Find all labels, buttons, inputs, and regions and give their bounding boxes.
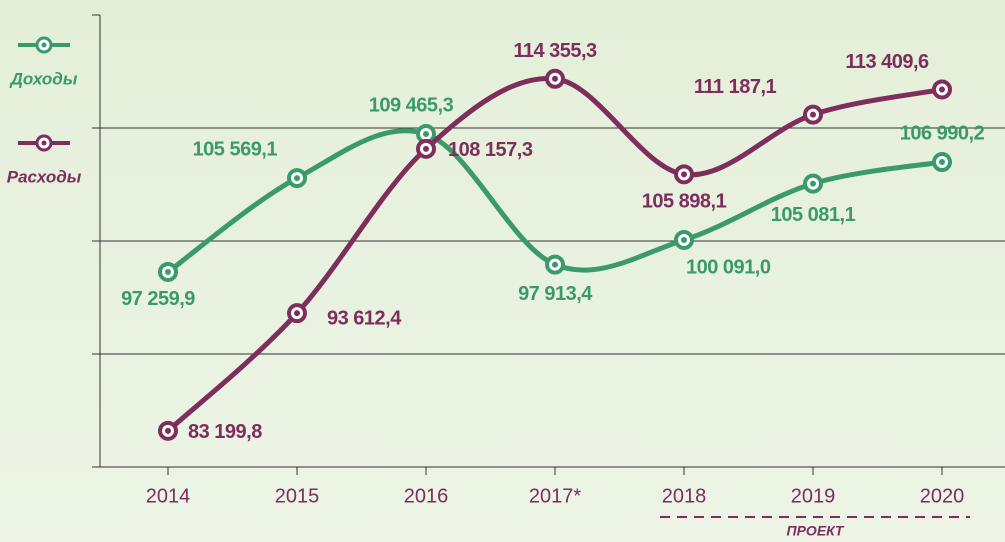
legend-dot bbox=[41, 42, 47, 48]
value-label: 83 199,8 bbox=[188, 421, 262, 443]
point-dot bbox=[939, 86, 945, 93]
point-dot bbox=[939, 159, 945, 166]
point-dot bbox=[681, 171, 687, 178]
x-tick-label: 2017* bbox=[529, 485, 581, 507]
value-label: 111 187,1 bbox=[694, 76, 777, 98]
value-label: 105 569,1 bbox=[193, 138, 278, 160]
series-line bbox=[166, 128, 943, 274]
value-label: 114 355,3 bbox=[513, 40, 597, 62]
point-dot bbox=[294, 310, 300, 317]
point-dot bbox=[552, 75, 558, 82]
x-tick-label: 2020 bbox=[920, 485, 965, 507]
legend-label: Доходы bbox=[9, 69, 78, 88]
point-dot bbox=[681, 236, 687, 243]
value-label: 113 409,6 bbox=[845, 51, 929, 73]
value-label: 93 612,4 bbox=[327, 307, 402, 329]
value-label: 109 465,3 bbox=[369, 94, 454, 116]
value-label: 97 259,9 bbox=[121, 288, 195, 310]
annotation: ПРОЕКТ bbox=[787, 523, 845, 539]
x-tick-label: 2016 bbox=[404, 485, 449, 507]
value-label: 105 081,1 bbox=[771, 204, 856, 226]
x-tick-label: 2015 bbox=[275, 485, 320, 507]
value-label: 105 898,1 bbox=[642, 191, 727, 213]
value-label: 100 091,0 bbox=[686, 256, 771, 278]
value-label: 106 990,2 bbox=[900, 122, 985, 144]
point-dot bbox=[810, 180, 816, 187]
point-dot bbox=[294, 175, 300, 182]
legend-label: Расходы bbox=[7, 167, 82, 186]
point-dot bbox=[165, 268, 171, 275]
value-label: 97 913,4 bbox=[518, 283, 593, 305]
point-dot bbox=[423, 131, 429, 138]
point-dot bbox=[552, 261, 558, 268]
value-label: 108 157,3 bbox=[448, 139, 533, 161]
point-dot bbox=[810, 111, 816, 118]
legend-dot bbox=[41, 140, 47, 146]
point-dot bbox=[165, 427, 171, 434]
point-dot bbox=[423, 145, 429, 152]
x-tick-label: 2014 bbox=[146, 485, 191, 507]
x-tick-label: 2019 bbox=[791, 485, 836, 507]
x-tick-label: 2018 bbox=[662, 485, 707, 507]
